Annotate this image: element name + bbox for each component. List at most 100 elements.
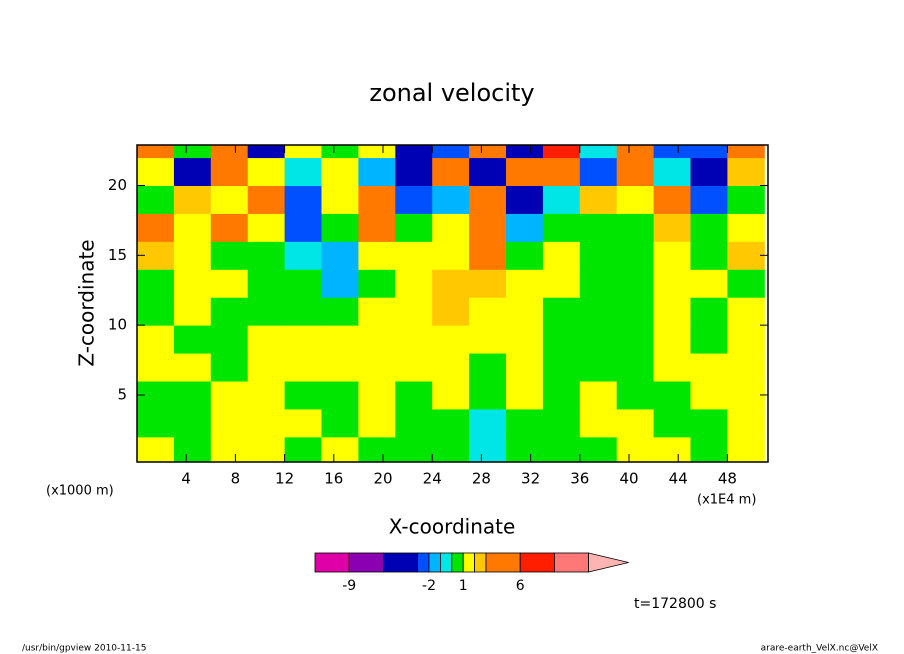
cell <box>395 241 433 270</box>
cell <box>469 157 507 186</box>
colorbar-segment <box>474 552 487 573</box>
cell <box>690 297 728 326</box>
cell <box>358 353 396 382</box>
cell <box>210 269 249 298</box>
cell <box>247 436 286 462</box>
cell <box>469 145 507 159</box>
cell <box>321 269 359 298</box>
x-tick-label: 4 <box>181 470 191 488</box>
cell <box>432 269 470 298</box>
colorbar-segment <box>485 552 521 573</box>
cell <box>690 145 728 159</box>
plot-frame <box>136 144 769 463</box>
colorbar-segment <box>417 552 430 573</box>
cell <box>469 269 507 298</box>
cell <box>432 241 470 270</box>
y-axis-label: Z-coordinate <box>75 239 99 366</box>
cell <box>137 408 175 438</box>
cell <box>727 145 765 159</box>
colorbar-segment <box>554 552 590 573</box>
cell <box>653 269 692 298</box>
cell <box>395 145 433 159</box>
cell <box>395 269 433 298</box>
cell <box>727 353 765 382</box>
cell <box>653 325 692 354</box>
cell <box>284 157 323 186</box>
cell <box>247 145 286 159</box>
cell <box>727 408 765 438</box>
cell <box>727 381 765 410</box>
cell <box>173 269 212 298</box>
x-tick-label: 12 <box>275 470 294 488</box>
cell <box>137 185 175 214</box>
colorbar-segment <box>439 552 453 573</box>
colorbar-segment <box>451 552 464 573</box>
cell <box>469 213 507 242</box>
cell <box>358 269 396 298</box>
cell <box>173 325 212 354</box>
cell <box>727 269 765 298</box>
cell <box>506 157 544 186</box>
x-unit: (x1E4 m) <box>697 493 756 508</box>
cell <box>321 157 359 186</box>
cell <box>358 325 396 354</box>
cell <box>690 241 728 270</box>
y-tick-label: 5 <box>117 385 127 403</box>
cell <box>284 185 323 214</box>
cell <box>690 185 728 214</box>
cell <box>469 241 507 270</box>
cell <box>506 213 544 242</box>
colorbar-segment <box>462 552 476 573</box>
cell <box>432 408 470 438</box>
cell <box>358 408 396 438</box>
cell <box>210 381 249 410</box>
cell <box>469 185 507 214</box>
cell <box>653 381 692 410</box>
cell <box>690 353 728 382</box>
cell <box>137 269 175 298</box>
cell <box>432 185 470 214</box>
cell <box>173 185 212 214</box>
x-tick-label: 36 <box>570 470 589 488</box>
cell <box>579 213 618 242</box>
x-tick-label: 16 <box>324 470 343 488</box>
cell <box>616 145 655 159</box>
cell <box>395 325 433 354</box>
cell <box>173 241 212 270</box>
x-tick-label: 8 <box>231 470 241 488</box>
cell <box>395 381 433 410</box>
cell <box>579 145 618 159</box>
cell <box>247 269 286 298</box>
cell <box>579 408 618 438</box>
x-tick-label: 44 <box>669 470 688 488</box>
colorbar-tick-label: 1 <box>459 578 468 594</box>
cell <box>210 353 249 382</box>
cell <box>358 157 396 186</box>
cell <box>358 145 396 159</box>
colorbar-segment <box>428 552 441 573</box>
cell <box>321 325 359 354</box>
cell <box>690 213 728 242</box>
cell <box>284 269 323 298</box>
cell <box>653 408 692 438</box>
cell <box>210 213 249 242</box>
cell <box>727 297 765 326</box>
cell <box>284 325 323 354</box>
cell <box>653 353 692 382</box>
x-tick-label: 24 <box>423 470 442 488</box>
y-tick-label: 10 <box>108 316 127 334</box>
cell <box>395 436 433 462</box>
cell <box>579 381 618 410</box>
cell <box>321 353 359 382</box>
cell <box>210 157 249 186</box>
cell <box>579 185 618 214</box>
cell <box>506 145 544 159</box>
cell <box>432 325 470 354</box>
cell <box>321 436 359 462</box>
cell <box>579 241 618 270</box>
cell <box>579 157 618 186</box>
cell <box>247 353 286 382</box>
cell <box>432 145 470 159</box>
cell <box>137 297 175 326</box>
